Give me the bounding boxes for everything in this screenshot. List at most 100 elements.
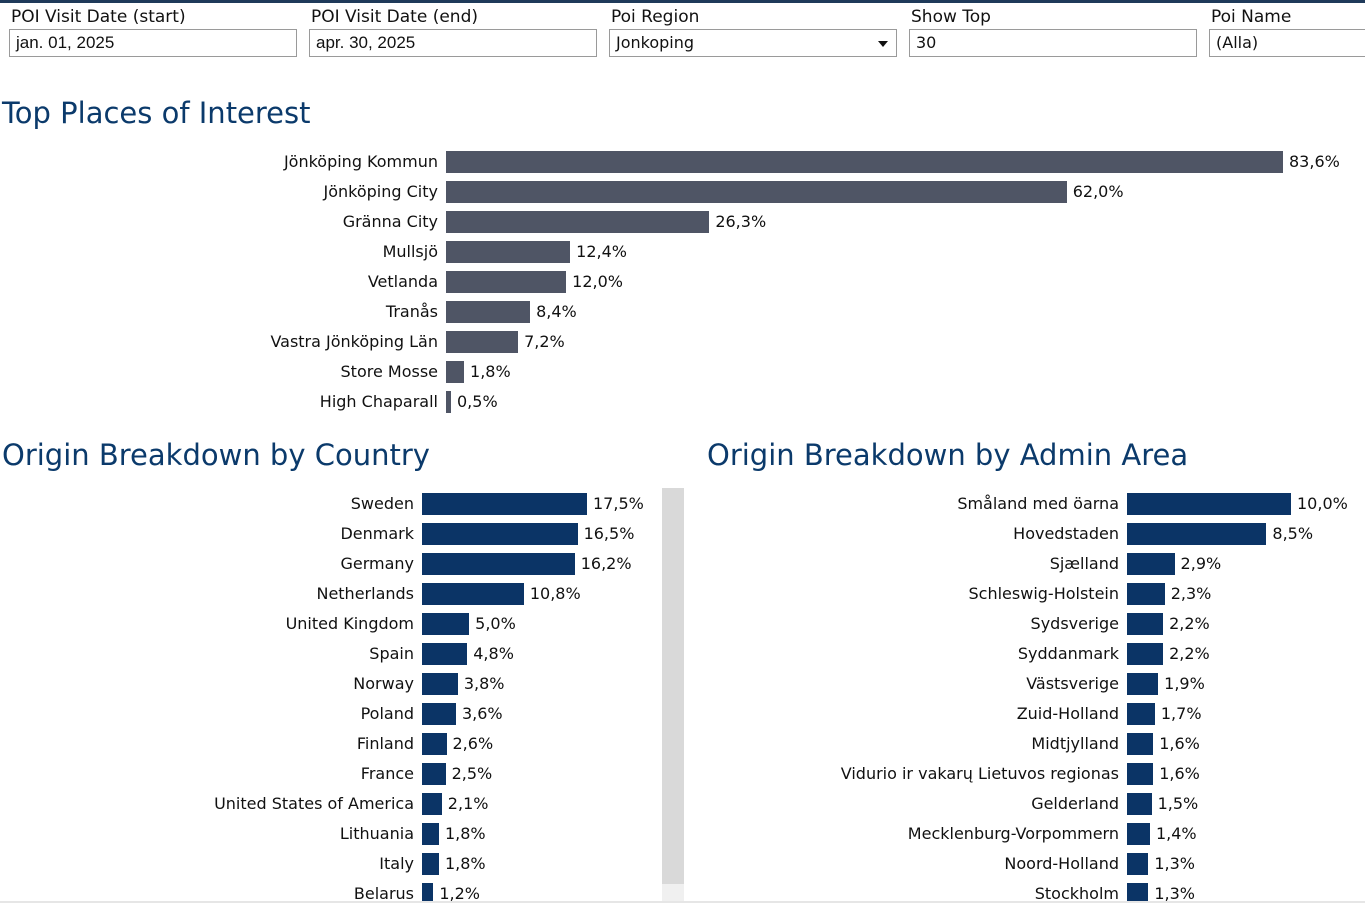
bar-value-label: 1,5% [1157, 794, 1199, 813]
bar-value-label: 7,2% [524, 332, 565, 351]
bar[interactable] [422, 703, 456, 725]
bar-value-label: 5,0% [475, 614, 516, 633]
bar[interactable] [422, 763, 446, 785]
filter-label: POI Visit Date (start) [11, 7, 186, 27]
bar[interactable] [1127, 613, 1164, 635]
bar[interactable] [446, 181, 1067, 203]
bar-row: High Chaparall 0,5% [0, 387, 1365, 417]
bar-category-label: Sydsverige [1030, 614, 1119, 633]
bar[interactable] [422, 853, 439, 875]
bar-category-label: Finland [356, 734, 414, 753]
bar[interactable] [422, 583, 524, 605]
bar[interactable] [422, 553, 575, 575]
bar[interactable] [446, 151, 1283, 173]
visit-date-end-input[interactable]: apr. 30, 2025 [309, 29, 597, 57]
bar[interactable] [1127, 553, 1175, 575]
bar-value-label: 17,5% [593, 494, 644, 513]
country-chart-scrollbar[interactable] [662, 488, 684, 903]
bar-value-label: 2,6% [452, 734, 494, 753]
bar-category-label: Småland med öarna [957, 494, 1119, 513]
bar[interactable] [1127, 823, 1150, 845]
bar[interactable] [422, 823, 439, 845]
bar[interactable] [446, 271, 567, 293]
bar-category-label: Sweden [350, 494, 414, 513]
bar-category-label: Netherlands [316, 584, 414, 603]
bar[interactable] [1127, 673, 1159, 695]
bar-row: Hovedstaden 8,5% [0, 519, 1365, 549]
bar[interactable] [422, 883, 434, 903]
bar-row: Stockholm 1,3% [0, 879, 1365, 903]
bar-value-label: 3,6% [461, 704, 503, 723]
bar[interactable] [422, 523, 578, 545]
top-places-chart: Jönköping Kommun 83,6% Jönköping City 62,0%… [0, 147, 1365, 417]
bar-row: Finland 2,6% [0, 729, 660, 759]
bar-value-label: 2,1% [447, 794, 489, 813]
bar-category-label: France [360, 764, 414, 783]
bar[interactable] [1127, 703, 1155, 725]
show-top-input[interactable]: 30 [909, 29, 1197, 57]
bar-category-label: Jönköping Kommun [283, 152, 438, 171]
bar-category-label: Mullsjö [382, 242, 438, 261]
bar-category-label: Sjælland [1049, 554, 1119, 573]
top-places-title: Top Places of Interest [2, 96, 311, 130]
bar-category-label: Syddanmark [1017, 644, 1119, 663]
bar[interactable] [446, 301, 531, 323]
filter-poi-region: Poi Region Jonkoping [609, 6, 897, 57]
bar-value-label: 2,2% [1169, 614, 1210, 633]
bar[interactable] [446, 331, 519, 353]
bar[interactable] [422, 673, 458, 695]
scrollbar-thumb[interactable] [662, 488, 684, 884]
bar[interactable] [1127, 643, 1164, 665]
bar[interactable] [1127, 763, 1154, 785]
bar-row: Småland med öarna 10,0% [0, 489, 1365, 519]
bar-value-label: 1,2% [439, 884, 480, 903]
poi-name-input[interactable]: (Alla) [1209, 29, 1365, 57]
top-border [0, 0, 1365, 3]
bar-row: Schleswig-Holstein 2,3% [0, 579, 1365, 609]
by-admin-title: Origin Breakdown by Admin Area [707, 438, 1189, 472]
bar-row: Vastra Jönköping Län 7,2% [0, 327, 1365, 357]
bar[interactable] [1127, 793, 1152, 815]
visit-date-start-input[interactable]: jan. 01, 2025 [9, 29, 297, 57]
bar-value-label: 1,6% [1159, 764, 1200, 783]
bar[interactable] [1127, 853, 1149, 875]
poi-region-select[interactable]: Jonkoping [609, 29, 897, 57]
bar[interactable] [1127, 883, 1149, 903]
bar-value-label: 2,2% [1169, 644, 1210, 663]
bar-row: Gelderland 1,5% [0, 789, 1365, 819]
bar-category-label: Stockholm [1034, 884, 1119, 903]
bar-value-label: 1,8% [470, 362, 511, 381]
bar-row: Sweden 17,5% [0, 489, 660, 519]
bar-value-label: 83,6% [1289, 152, 1340, 171]
bar[interactable] [422, 493, 587, 515]
bar[interactable] [446, 361, 465, 383]
bar-row: Tranås 8,4% [0, 297, 1365, 327]
bar-row: Mecklenburg-Vorpommern 1,4% [0, 819, 1365, 849]
bar[interactable] [1127, 583, 1165, 605]
bar[interactable] [422, 643, 468, 665]
bar-value-label: 12,0% [572, 272, 623, 291]
bar-row: Germany 16,2% [0, 549, 660, 579]
bar-row: Sydsverige 2,2% [0, 609, 1365, 639]
chevron-down-icon[interactable] [878, 41, 888, 47]
filter-visit-date-start: POI Visit Date (start) jan. 01, 2025 [9, 6, 297, 57]
bar-row: Jönköping Kommun 83,6% [0, 147, 1365, 177]
bar[interactable] [1127, 733, 1154, 755]
bar[interactable] [422, 613, 470, 635]
bar-value-label: 62,0% [1072, 182, 1124, 201]
bar-category-label: Zuid-Holland [1016, 704, 1119, 723]
bar[interactable] [1127, 493, 1291, 515]
bar-value-label: 1,8% [444, 824, 486, 843]
bar[interactable] [422, 733, 447, 755]
bar[interactable] [422, 793, 442, 815]
bar-value-label: 8,5% [1272, 524, 1314, 543]
bar-row: Midtjylland 1,6% [0, 729, 1365, 759]
bar[interactable] [446, 391, 451, 413]
bar-value-label: 8,4% [536, 302, 577, 321]
bar-category-label: Germany [340, 554, 414, 573]
bar[interactable] [446, 211, 710, 233]
bar-category-label: Vidurio ir vakarų Lietuvos regionas [840, 764, 1119, 783]
bar[interactable] [1127, 523, 1267, 545]
bar[interactable] [446, 241, 571, 263]
bar-category-label: Jönköping City [323, 182, 438, 201]
